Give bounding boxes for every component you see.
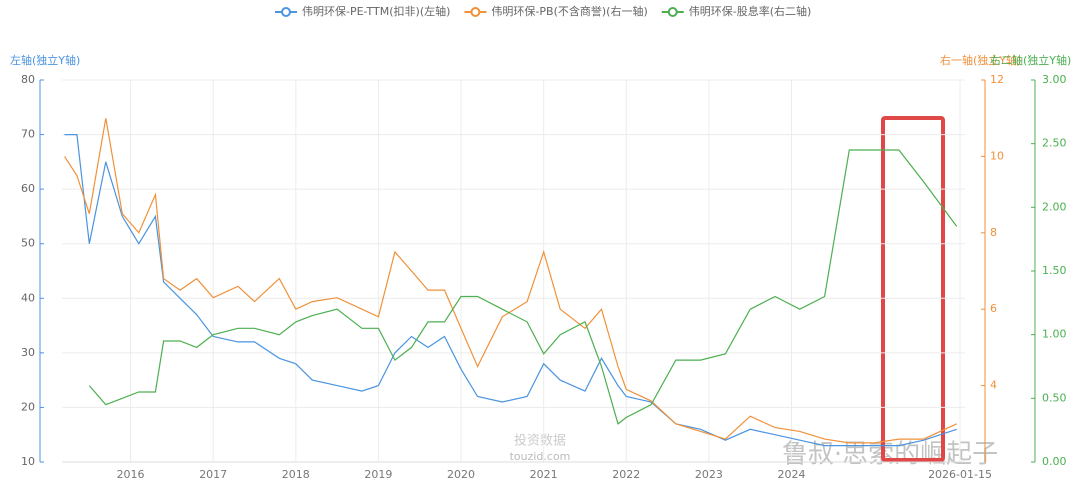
- x-tick-label: 2016: [117, 468, 145, 481]
- x-tick-label: 2023: [695, 468, 723, 481]
- legend-label: 伟明环保-PE-TTM(扣非)(左轴): [302, 4, 450, 18]
- x-tick-label: 2026-01-15: [928, 468, 992, 481]
- y-tick-label: 60: [21, 182, 35, 195]
- y2-tick-label: 10: [990, 149, 1004, 162]
- y3-tick-label: 0.00: [1042, 455, 1067, 468]
- x-tick-label: 2021: [530, 468, 558, 481]
- y-tick-label: 80: [21, 73, 35, 86]
- x-tick-label: 2017: [199, 468, 227, 481]
- y3-tick-label: 2.50: [1042, 137, 1067, 150]
- x-tick-label: 2024: [778, 468, 806, 481]
- y3-tick-label: 3.00: [1042, 73, 1067, 86]
- legend-marker: [470, 7, 481, 17]
- watermark: touzid.com: [510, 450, 571, 463]
- y2-tick-label: 8: [990, 226, 997, 239]
- y2-tick-label: 6: [990, 302, 997, 315]
- y3-tick-label: 1.00: [1042, 328, 1067, 341]
- series-line: [64, 134, 957, 447]
- legend-marker: [281, 7, 291, 17]
- x-tick-label: 2020: [447, 468, 475, 481]
- legend-label: 伟明环保-PB(不含商誉)(右一轴): [491, 4, 647, 18]
- y3-tick-label: 1.50: [1042, 264, 1067, 277]
- y-tick-label: 20: [21, 400, 35, 413]
- legend-marker: [667, 7, 678, 17]
- y-tick-label: 10: [21, 455, 35, 468]
- y3-axis-label: 右二轴(独立Y轴): [990, 53, 1071, 67]
- y-tick-label: 40: [21, 291, 35, 304]
- watermark: 投资数据: [514, 433, 566, 449]
- y2-axis-label: 右一轴(独立Y轴): [940, 53, 1021, 67]
- y3-tick-label: 2.00: [1042, 200, 1067, 213]
- y-axis-label: 左轴(独立Y轴): [10, 53, 80, 67]
- y3-tick-label: 0.50: [1042, 391, 1067, 404]
- grid: [62, 79, 965, 463]
- watermark: 鲁叔·思索的崛起子: [782, 440, 998, 470]
- series-line: [88, 149, 958, 425]
- y-tick-label: 50: [21, 237, 35, 250]
- x-tick-label: 2022: [612, 468, 640, 481]
- y2-tick-label: 4: [990, 379, 997, 392]
- highlight-box: [881, 116, 945, 462]
- series-line: [63, 118, 957, 444]
- y-tick-label: 70: [21, 128, 35, 141]
- x-tick-label: 2018: [282, 468, 310, 481]
- x-tick-label: 2019: [364, 468, 392, 481]
- y-tick-label: 30: [21, 346, 35, 359]
- legend-label: 伟明环保-股息率(右二轴): [689, 4, 812, 18]
- y2-tick-label: 12: [990, 73, 1004, 86]
